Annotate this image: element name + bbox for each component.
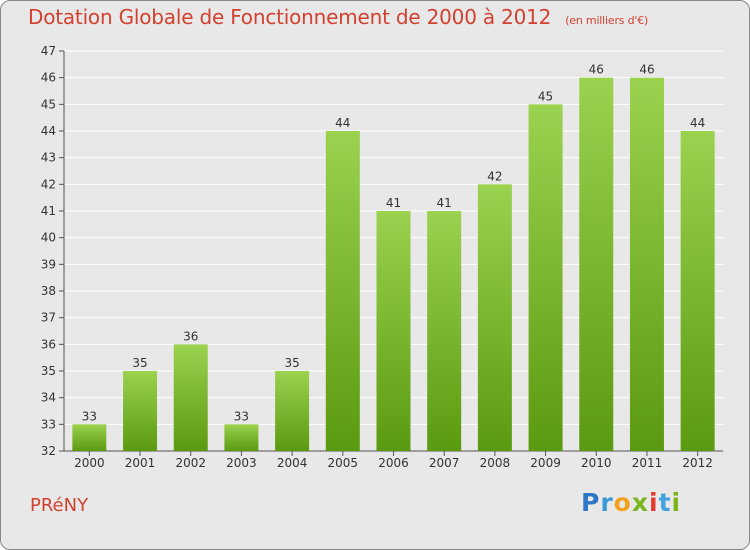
bar-2000 [72, 424, 107, 451]
bar-2003 [224, 424, 259, 451]
bar-2004 [275, 371, 310, 451]
bar-2008 [477, 184, 512, 452]
bar-2005 [325, 131, 360, 451]
y-tick-label: 43 [41, 151, 56, 165]
x-tick-label: 2009 [530, 456, 561, 470]
bar-2011 [629, 77, 664, 452]
x-tick-label: 2011 [632, 456, 663, 470]
bar-value-label: 45 [538, 89, 553, 103]
x-tick-label: 2005 [328, 456, 359, 470]
bar-value-label: 44 [335, 116, 350, 130]
x-tick-label: 2001 [125, 456, 156, 470]
bar-value-label: 46 [639, 63, 654, 77]
bar-value-label: 35 [284, 356, 299, 370]
y-tick-label: 37 [41, 311, 56, 325]
bar-value-label: 36 [183, 329, 198, 343]
x-tick-label: 2012 [682, 456, 713, 470]
x-tick-label: 2006 [378, 456, 409, 470]
y-tick-label: 38 [41, 284, 56, 298]
x-tick-label: 2000 [74, 456, 105, 470]
bar-2012 [680, 131, 715, 451]
y-tick-label: 34 [41, 391, 56, 405]
y-tick-label: 35 [41, 364, 56, 378]
x-tick-label: 2008 [480, 456, 511, 470]
y-tick-label: 32 [41, 444, 56, 458]
bar-value-label: 33 [234, 409, 249, 423]
y-tick-label: 45 [41, 97, 56, 111]
bar-value-label: 33 [82, 409, 97, 423]
x-tick-label: 2010 [581, 456, 612, 470]
x-tick-label: 2003 [226, 456, 257, 470]
bar-value-label: 42 [487, 169, 502, 183]
bar-value-label: 41 [437, 196, 452, 210]
commune-name: PRéNY [30, 495, 89, 516]
y-tick-label: 41 [41, 204, 56, 218]
y-tick-label: 46 [41, 71, 56, 85]
chart-title-text: Dotation Globale de Fonctionnement de 20… [28, 5, 552, 29]
y-tick-label: 36 [41, 337, 56, 351]
x-tick-label: 2004 [277, 456, 308, 470]
y-tick-label: 33 [41, 417, 56, 431]
y-tick-label: 39 [41, 257, 56, 271]
bar-value-label: 35 [132, 356, 147, 370]
y-tick-label: 44 [41, 124, 56, 138]
bar-2009 [528, 104, 563, 451]
bar-value-label: 44 [690, 116, 705, 130]
bar-2001 [123, 371, 158, 451]
chart-unit: (en milliers d'€) [565, 14, 649, 27]
x-tick-label: 2007 [429, 456, 460, 470]
bar-2010 [579, 77, 614, 452]
bar-2006 [376, 211, 411, 451]
x-tick-label: 2002 [175, 456, 206, 470]
bar-value-label: 46 [589, 63, 604, 77]
y-tick-label: 40 [41, 231, 56, 245]
bar-2007 [427, 211, 462, 451]
bar-value-label: 41 [386, 196, 401, 210]
proxiti-logo: Proxiti [581, 488, 682, 517]
chart-title: Dotation Globale de Fonctionnement de 20… [28, 5, 648, 29]
y-tick-label: 42 [41, 177, 56, 191]
bar-2002 [173, 344, 208, 451]
y-tick-label: 47 [41, 44, 56, 58]
